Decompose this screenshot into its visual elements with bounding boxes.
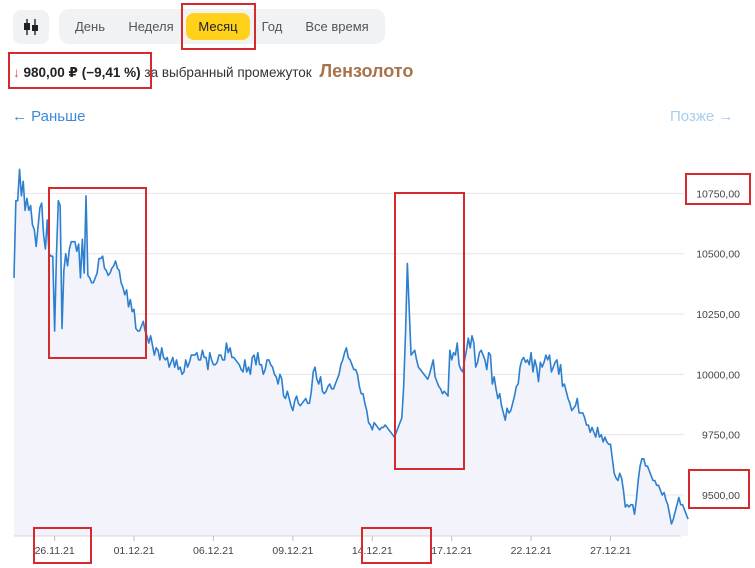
y-tick-label: 10000,00: [696, 369, 740, 381]
period-year[interactable]: Год: [261, 19, 283, 34]
x-tick-label: 06.12.21: [193, 545, 234, 557]
y-axis-ticks: 9500,00 9750,00 10000,00 10250,00 10500,00 10…: [696, 188, 740, 502]
change-value: 980,00 ₽ (−9,41 %): [23, 65, 141, 80]
down-arrow-icon: ↓: [13, 65, 20, 80]
x-tick-label: 14.12.21: [352, 545, 393, 557]
period-day[interactable]: День: [75, 19, 105, 34]
y-tick-label: 10750,00: [696, 188, 740, 200]
price-line: [13, 168, 689, 525]
x-tick-label: 27.12.21: [590, 545, 631, 557]
y-tick-label: 10250,00: [696, 309, 740, 321]
x-tick-label: 26.11.21: [35, 545, 75, 557]
later-button[interactable]: Позже →: [670, 108, 734, 125]
y-tick-label: 10500,00: [696, 249, 740, 261]
change-summary: ↓ 980,00 ₽ (−9,41 %) за выбранный промеж…: [13, 58, 413, 84]
change-period-label: за выбранный промежуток: [144, 65, 312, 80]
company-name: Лензолото: [319, 61, 414, 81]
x-tick-label: 09.12.21: [272, 545, 313, 557]
candlestick-icon: [24, 19, 38, 35]
x-axis-ticks: 26.11.21 01.12.21 06.12.21 09.12.21 14.12.21…: [14, 535, 681, 557]
y-tick-label: 9750,00: [702, 430, 740, 442]
x-tick-label: 17.12.21: [431, 545, 472, 557]
chart-type-button[interactable]: [13, 10, 49, 44]
x-tick-label: 22.12.21: [511, 545, 552, 557]
earlier-button[interactable]: ← Раньше: [12, 108, 86, 125]
y-tick-label: 9500,00: [702, 490, 740, 502]
period-week[interactable]: Неделя: [128, 19, 174, 34]
period-selector: День Неделя Месяц Год Все время: [59, 9, 385, 44]
price-area-fill: [14, 169, 689, 537]
period-all-time[interactable]: Все время: [305, 19, 369, 34]
x-tick-label: 01.12.21: [114, 545, 155, 557]
period-month[interactable]: Месяц: [186, 13, 250, 40]
top-toolbar: День Неделя Месяц Год Все время: [0, 0, 755, 54]
